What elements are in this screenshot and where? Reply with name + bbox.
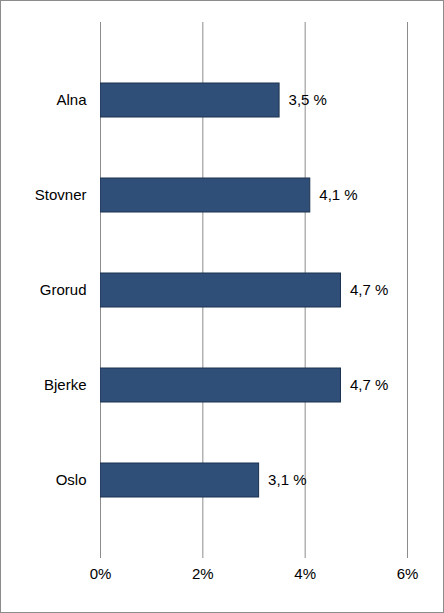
svg-text:3,1 %: 3,1 % xyxy=(268,471,306,488)
svg-text:4,7 %: 4,7 % xyxy=(350,376,388,393)
svg-text:Bjerke: Bjerke xyxy=(44,376,87,393)
svg-text:0%: 0% xyxy=(90,565,112,582)
svg-text:2%: 2% xyxy=(192,565,214,582)
svg-text:6%: 6% xyxy=(397,565,419,582)
svg-text:Grorud: Grorud xyxy=(40,281,87,298)
svg-text:4,7 %: 4,7 % xyxy=(350,281,388,298)
svg-text:Alna: Alna xyxy=(56,91,87,108)
svg-text:Stovner: Stovner xyxy=(35,186,87,203)
svg-text:Oslo: Oslo xyxy=(56,471,87,488)
svg-text:3,5 %: 3,5 % xyxy=(289,91,327,108)
svg-text:4,1 %: 4,1 % xyxy=(319,186,357,203)
svg-text:4%: 4% xyxy=(294,565,316,582)
